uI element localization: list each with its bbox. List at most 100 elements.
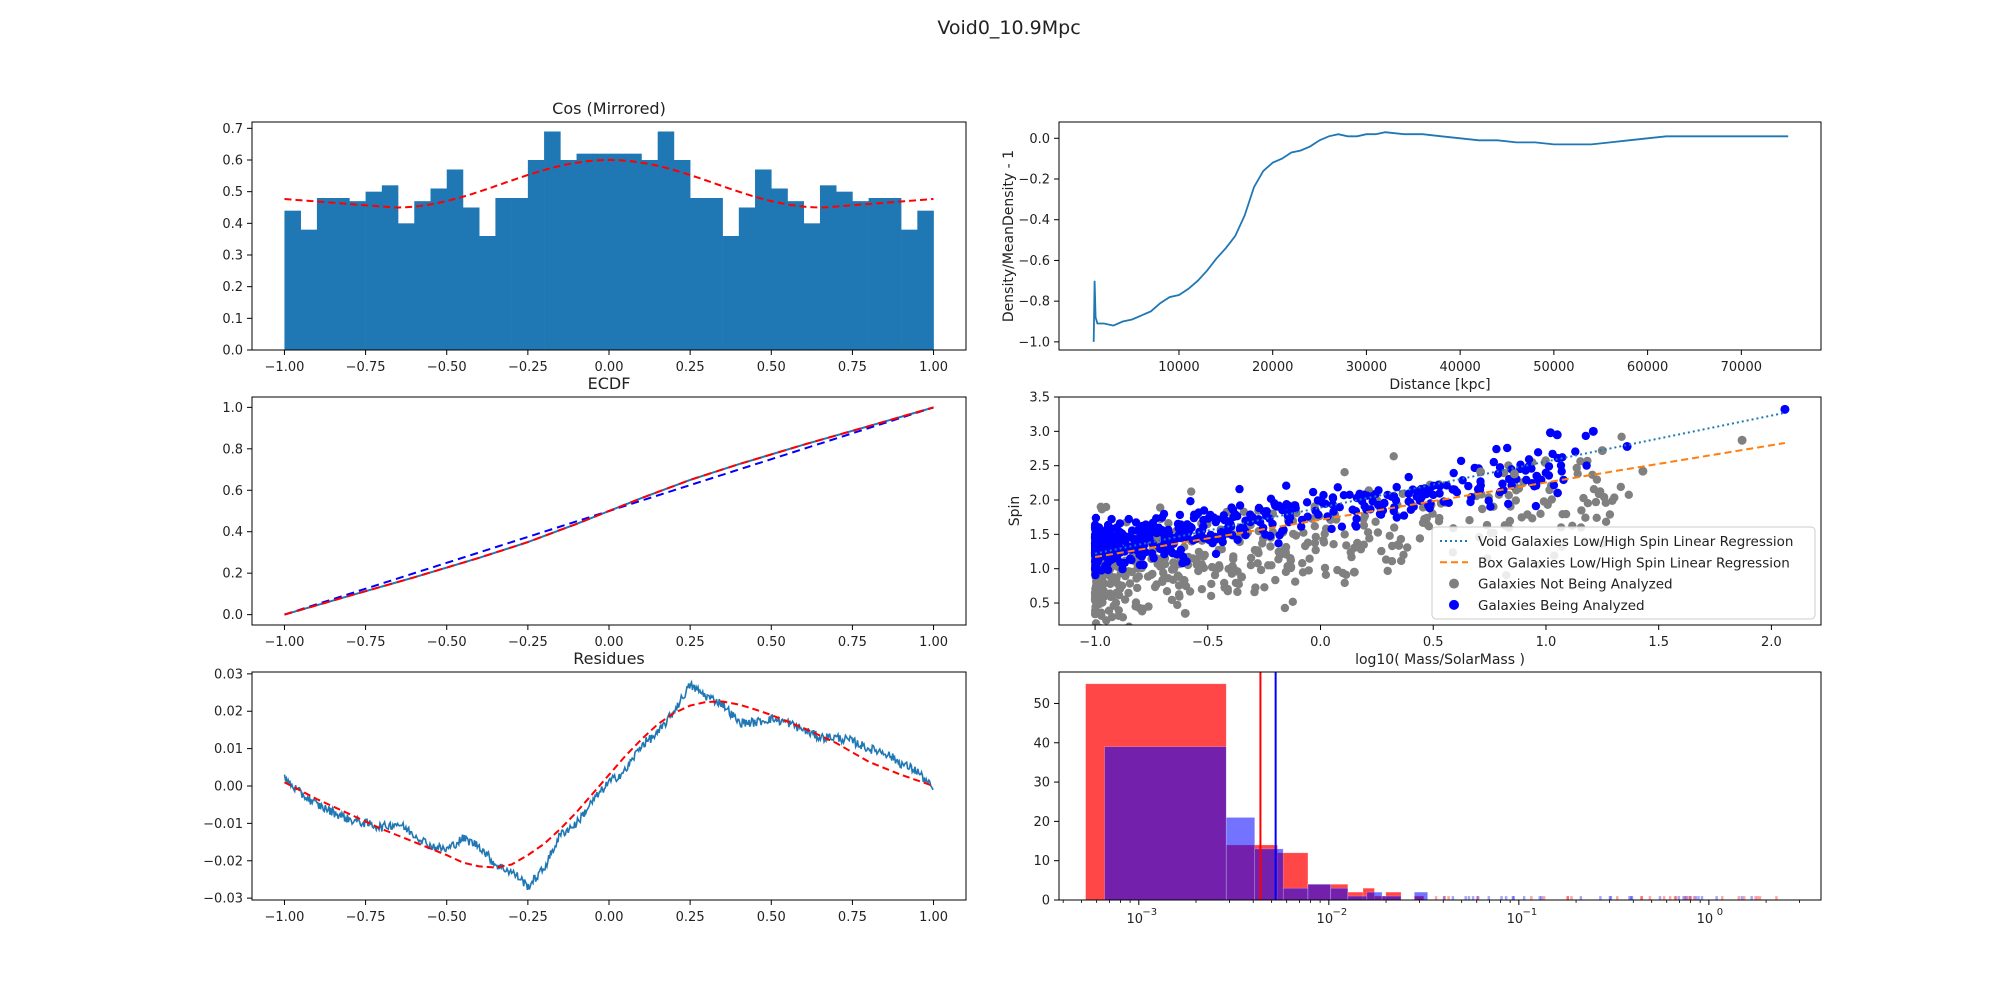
gray-galaxy-point: [1206, 591, 1216, 601]
mass-hist-tail-bar: [1715, 896, 1718, 900]
gray-galaxy-point: [1303, 538, 1313, 547]
blue-galaxy-point: [1211, 549, 1221, 559]
mass-hist-tail-bar: [1511, 896, 1515, 900]
mass-hist-tail-bar: [1740, 896, 1744, 900]
spin-xtick-label: −1.0: [1079, 635, 1111, 650]
cos-bar: [349, 201, 366, 350]
blue-galaxy-point: [1392, 513, 1402, 522]
blue-galaxy-point: [1102, 526, 1111, 535]
cos-xtick-label: −0.25: [508, 360, 548, 375]
mass-hist-bar: [1307, 883, 1332, 901]
legend-label: Box Galaxies Low/High Spin Linear Regres…: [1478, 555, 1790, 571]
ecdf-series-line: [284, 406, 934, 616]
blue-galaxy-point: [1456, 456, 1466, 466]
legend-box: [1431, 526, 1816, 620]
gray-galaxy-point: [1605, 510, 1615, 519]
mass-hist-xtick-label: 10: [1127, 912, 1144, 927]
mass-hist-ytick-label: 30: [1033, 776, 1050, 791]
ecdf-xtick-label: −1.00: [265, 635, 305, 650]
gray-galaxy-point: [1610, 493, 1619, 502]
mass-hist-tail-bar: [1742, 896, 1746, 900]
residues-ytick-label: −0.02: [203, 854, 243, 869]
mass-hist-xtick-exponent: 0: [1717, 907, 1723, 918]
mass-hist-tail-bar: [1756, 896, 1759, 900]
gray-galaxy-point: [1536, 509, 1545, 518]
blue-galaxy-point: [1218, 537, 1227, 547]
gray-galaxy-point: [1229, 564, 1239, 573]
blue-galaxy-point: [1192, 510, 1201, 520]
gray-galaxy-point: [1220, 578, 1229, 588]
mass-hist-tail-bar: [1629, 896, 1633, 900]
mass-hist-tail-bar: [1512, 896, 1515, 900]
ecdf-panel: ECDF −1.00 −0.75 −0.50 −0.25 0.00 0.25 0.50 0.75…: [222, 374, 967, 650]
mass-hist-tail-bar: [1754, 896, 1757, 900]
ecdf-ytick-label: 1.0: [222, 401, 243, 416]
gray-galaxy-point: [1581, 513, 1590, 522]
gray-galaxy-point: [1187, 487, 1196, 496]
blue-galaxy-point: [1557, 467, 1566, 476]
axes-frame: [251, 671, 967, 901]
residues-xtick-label: −0.25: [508, 910, 548, 925]
mass-hist-tail-bar: [1673, 896, 1677, 900]
mass-hist-tail-bar: [1674, 896, 1678, 900]
spin-xtick-label: 0.5: [1423, 635, 1444, 650]
gray-galaxy-point: [1132, 574, 1141, 583]
mass-hist-tail-bar: [1640, 896, 1643, 900]
gray-galaxy-point: [1371, 517, 1380, 526]
mass-hist-tail-bar: [1608, 896, 1612, 900]
gray-galaxy-point: [1576, 457, 1585, 466]
ecdf-xtick-label: 1.00: [919, 635, 948, 650]
gray-galaxy-point: [1389, 452, 1398, 461]
gray-galaxy-point: [1286, 562, 1296, 572]
cos-bar: [333, 198, 350, 350]
blue-galaxy-point: [1404, 472, 1413, 482]
cos-bar: [300, 229, 318, 350]
blue-galaxy-point: [1544, 471, 1554, 480]
blue-galaxy-point: [1235, 501, 1245, 510]
blue-galaxy-point: [1352, 514, 1361, 523]
residues-xtick-label: 0.50: [757, 910, 786, 925]
cos-bar: [657, 131, 675, 350]
blue-galaxy-point: [1223, 517, 1232, 526]
gray-galaxy-point: [1321, 570, 1331, 579]
spin-legend: Void Galaxies Low/High Spin Linear Regre…: [1431, 526, 1816, 620]
blue-galaxy-point: [1449, 468, 1458, 478]
blue-galaxy-point: [1504, 499, 1513, 509]
void-regression-line: [1094, 411, 1786, 555]
ecdf-xtick-label: 0.00: [595, 635, 624, 650]
blue-galaxy-point: [1274, 539, 1283, 548]
mass-hist-tail-bar: [1658, 896, 1662, 900]
cos-xtick-label: 0.50: [757, 360, 786, 375]
gray-galaxy-point: [1231, 578, 1241, 588]
gray-galaxy-point: [1106, 592, 1116, 602]
blue-galaxy-point: [1435, 489, 1444, 498]
blue-galaxy-point: [1533, 448, 1543, 457]
ecdf-ytick-label: 0.6: [222, 484, 243, 499]
blue-galaxy-point: [1476, 481, 1486, 490]
blue-galaxy-point: [1149, 553, 1158, 563]
mass-hist-bar: [1104, 746, 1227, 901]
cos-bar: [609, 153, 626, 350]
blue-galaxy-point: [1159, 509, 1169, 519]
gray-galaxy-point: [1616, 482, 1626, 492]
gray-galaxy-point: [1125, 622, 1133, 625]
gray-galaxy-point: [1617, 432, 1626, 441]
blue-galaxy-point: [1158, 526, 1167, 535]
spin-galaxy-point: [1180, 608, 1190, 618]
spin-galaxy-point: [1622, 441, 1632, 451]
gray-galaxy-point: [1359, 514, 1368, 524]
mass-hist-tail-bar: [1616, 896, 1619, 900]
mass-hist-tail-bar: [1648, 896, 1652, 900]
gray-galaxy-point: [1298, 559, 1307, 568]
gray-galaxy-point: [1420, 514, 1429, 524]
blue-galaxy-point: [1135, 560, 1145, 570]
density-profile-panel: 10000 20000 30000 40000 50000 60000 70000 −1.0 −…: [1001, 121, 1822, 393]
density-ytick-label: −0.2: [1018, 173, 1050, 188]
blue-galaxy-point: [1262, 507, 1271, 516]
gray-galaxy-point: [1267, 561, 1276, 570]
blue-galaxy-point: [1268, 519, 1277, 529]
ecdf-xtick-label: −0.25: [508, 635, 548, 650]
residues-data-line: [283, 679, 934, 891]
mass-hist-tail-bar: [1720, 896, 1724, 900]
cos-bar: [738, 207, 756, 350]
